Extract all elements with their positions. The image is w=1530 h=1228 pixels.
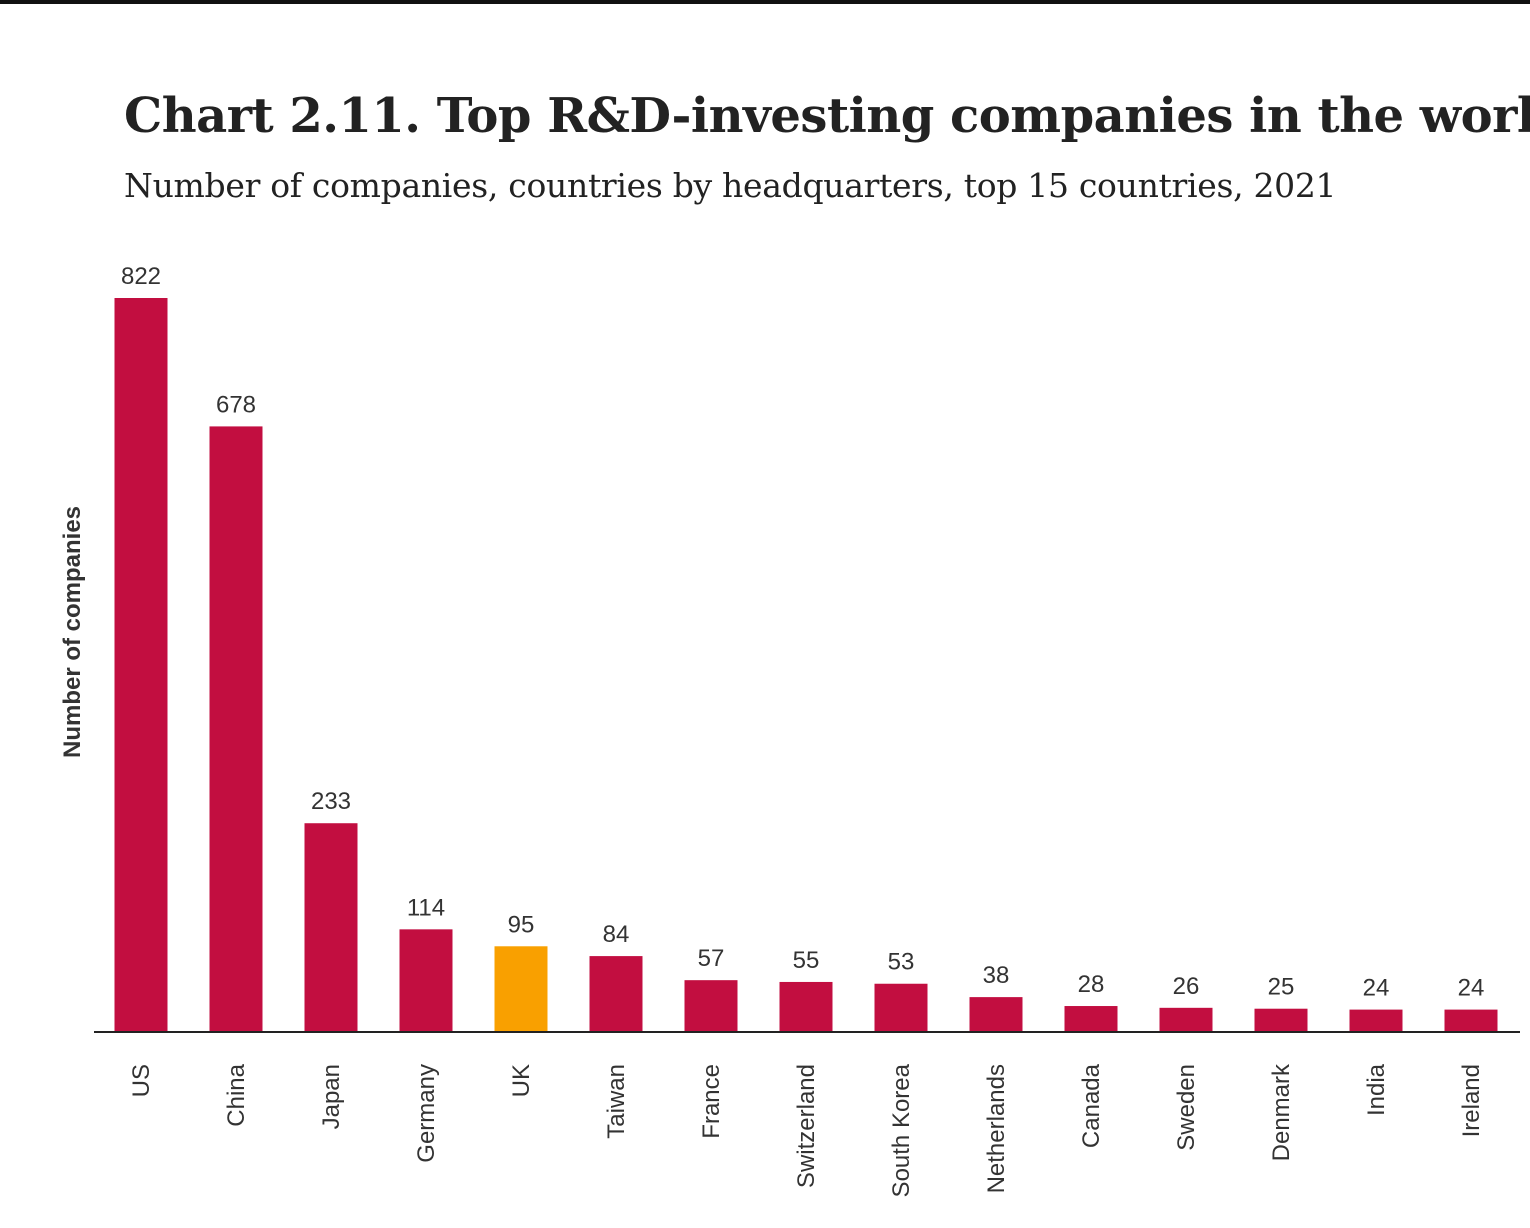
bar-japan xyxy=(304,823,358,1031)
bar-india xyxy=(1349,1009,1403,1031)
x-tick-south-korea: South Korea xyxy=(888,1063,915,1197)
data-label-uk: 95 xyxy=(508,911,535,938)
bar-germany xyxy=(399,929,453,1031)
bar-china xyxy=(209,426,263,1031)
data-label-denmark: 25 xyxy=(1268,974,1295,1001)
data-label-switzerland: 55 xyxy=(793,947,820,974)
data-label-germany: 114 xyxy=(407,894,445,921)
data-label-us: 822 xyxy=(121,263,161,290)
bar-sweden xyxy=(1159,1007,1213,1031)
data-label-india: 24 xyxy=(1363,975,1390,1002)
x-tick-us: US xyxy=(128,1064,155,1097)
bar-france xyxy=(684,980,738,1031)
data-label-netherlands: 38 xyxy=(983,962,1010,989)
x-tick-sweden: Sweden xyxy=(1173,1064,1200,1151)
bar-us xyxy=(114,298,168,1031)
data-labels-group: 822 678 233 114 95 84 57 55 53 38 28 26 25 24 24 xyxy=(121,263,1484,1002)
x-tick-switzerland: Switzerland xyxy=(793,1064,820,1188)
bar-switzerland xyxy=(779,981,833,1031)
data-label-china: 678 xyxy=(216,391,256,418)
x-tick-china: China xyxy=(223,1063,250,1126)
data-label-ireland: 24 xyxy=(1458,975,1485,1002)
x-tick-ireland: Ireland xyxy=(1458,1064,1485,1137)
bar-ireland xyxy=(1444,1009,1498,1031)
bar-netherlands xyxy=(969,997,1023,1031)
data-label-france: 57 xyxy=(698,945,725,972)
x-tick-germany: Germany xyxy=(413,1064,440,1163)
top-rule xyxy=(0,0,1530,4)
bar-taiwan xyxy=(589,956,643,1031)
bar-canada xyxy=(1064,1006,1118,1031)
chart-title: Chart 2.11. Top R&D-investing companies … xyxy=(124,88,1530,144)
x-tick-india: India xyxy=(1363,1063,1390,1116)
x-tick-denmark: Denmark xyxy=(1268,1063,1295,1161)
y-axis-label: Number of companies xyxy=(59,506,86,758)
data-label-south-korea: 53 xyxy=(888,949,915,976)
x-tick-taiwan: Taiwan xyxy=(603,1064,630,1139)
data-label-sweden: 26 xyxy=(1173,973,1200,1000)
data-label-japan: 233 xyxy=(311,788,351,815)
x-tick-canada: Canada xyxy=(1078,1063,1105,1148)
bars-group xyxy=(114,298,1498,1031)
bar-denmark xyxy=(1254,1008,1308,1031)
x-tick-japan: Japan xyxy=(318,1064,345,1129)
data-label-taiwan: 84 xyxy=(603,921,630,948)
x-tick-netherlands: Netherlands xyxy=(983,1064,1010,1193)
x-tick-labels-group: US China Japan Germany UK Taiwan France Switzer… xyxy=(128,1063,1485,1197)
chart-subtitle: Number of companies, countries by headqu… xyxy=(124,166,1337,205)
x-tick-france: France xyxy=(698,1064,725,1139)
bar-south-korea xyxy=(874,983,928,1031)
x-tick-uk: UK xyxy=(508,1064,535,1097)
bar-uk xyxy=(494,946,548,1031)
data-label-canada: 28 xyxy=(1078,971,1105,998)
